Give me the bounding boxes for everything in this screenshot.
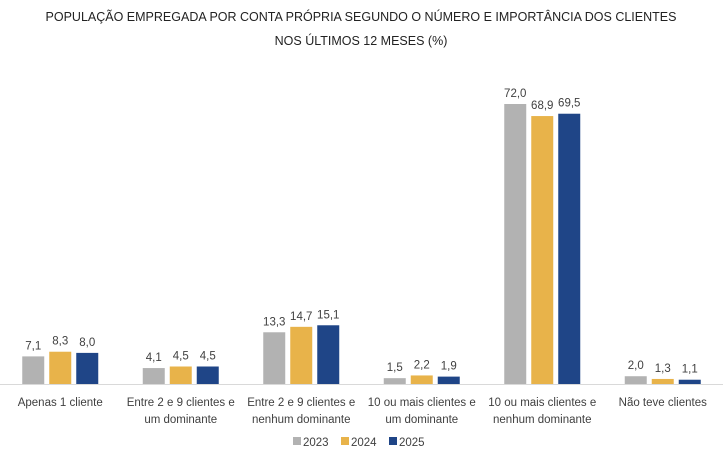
data-label-2025-cat-1: 4,5 (200, 351, 216, 363)
legend-swatch-2024 (341, 437, 349, 445)
legend: 2023 2024 2025 (293, 437, 425, 449)
bar-2023-cat-5 (624, 376, 647, 384)
category-label-5-line-0: Não teve clientes (619, 397, 707, 409)
category-label-4-line-1: nenhum dominante (493, 414, 591, 426)
category-label-0-line-0: Apenas 1 cliente (18, 397, 103, 409)
legend-label-2025: 2025 (399, 437, 425, 449)
legend-label-2023: 2023 (303, 437, 329, 449)
data-label-2025-cat-3: 1,9 (441, 361, 457, 373)
bar-2025-cat-0 (76, 352, 99, 384)
chart-title-line-2: NOS ÚLTIMOS 12 MESES (%) (275, 33, 448, 48)
bar-2025-cat-3 (437, 376, 460, 384)
data-label-2023-cat-2: 13,3 (263, 316, 285, 328)
category-label-4-line-0: 10 ou mais clientes e (488, 397, 596, 409)
category-label-3-line-1: um dominante (385, 414, 458, 426)
data-label-2024-cat-5: 1,3 (655, 363, 671, 375)
data-label-2023-cat-0: 7,1 (25, 340, 41, 352)
data-label-2024-cat-2: 14,7 (290, 311, 312, 323)
bar-2024-cat-5 (651, 378, 674, 384)
data-label-2024-cat-0: 8,3 (52, 336, 68, 348)
data-label-2025-cat-5: 1,1 (682, 364, 698, 376)
bar-2024-cat-4 (531, 116, 554, 385)
data-label-2025-cat-2: 15,1 (317, 309, 339, 321)
data-label-2024-cat-1: 4,5 (173, 351, 189, 363)
data-label-2024-cat-4: 68,9 (531, 100, 553, 112)
category-label-1-line-0: Entre 2 e 9 clientes e (127, 397, 235, 409)
category-label-2-line-1: nenhum dominante (252, 414, 350, 426)
bar-2023-cat-2 (263, 332, 286, 384)
bar-2025-cat-4 (558, 113, 581, 384)
bar-2023-cat-3 (383, 378, 406, 384)
bar-2024-cat-2 (290, 326, 313, 384)
data-label-2023-cat-4: 72,0 (504, 88, 526, 100)
bar-2025-cat-1 (196, 366, 219, 384)
bar-2024-cat-1 (169, 366, 192, 384)
bar-2023-cat-1 (142, 368, 165, 384)
bar-2024-cat-0 (49, 351, 72, 384)
category-label-2-line-0: Entre 2 e 9 clientes e (247, 397, 355, 409)
category-labels: Apenas 1 cliente Entre 2 e 9 clientes e um… (18, 397, 707, 426)
bar-2025-cat-2 (317, 325, 340, 384)
bar-2024-cat-3 (410, 375, 433, 384)
data-label-2024-cat-3: 2,2 (414, 359, 430, 371)
data-label-2023-cat-3: 1,5 (387, 362, 403, 374)
data-label-2025-cat-0: 8,0 (79, 337, 95, 349)
category-label-3-line-0: 10 ou mais clientes e (368, 397, 476, 409)
bar-2023-cat-0 (22, 356, 45, 384)
data-label-2023-cat-5: 2,0 (628, 360, 644, 372)
bars-group: 7,1 8,3 8,0 4,1 4,5 4,5 13,3 14,7 15,1 1,5 2,2 1,9 7… (22, 88, 701, 385)
legend-swatch-2025 (389, 437, 397, 445)
bar-2025-cat-5 (678, 379, 701, 384)
category-label-1-line-1: um dominante (144, 414, 217, 426)
bar-2023-cat-4 (504, 104, 527, 384)
legend-swatch-2023 (293, 437, 301, 445)
legend-label-2024: 2024 (351, 437, 377, 449)
data-label-2023-cat-1: 4,1 (146, 352, 162, 364)
data-label-2025-cat-4: 69,5 (558, 98, 580, 110)
chart-title-line-1: POPULAÇÃO EMPREGADA POR CONTA PRÓPRIA SE… (46, 9, 677, 24)
